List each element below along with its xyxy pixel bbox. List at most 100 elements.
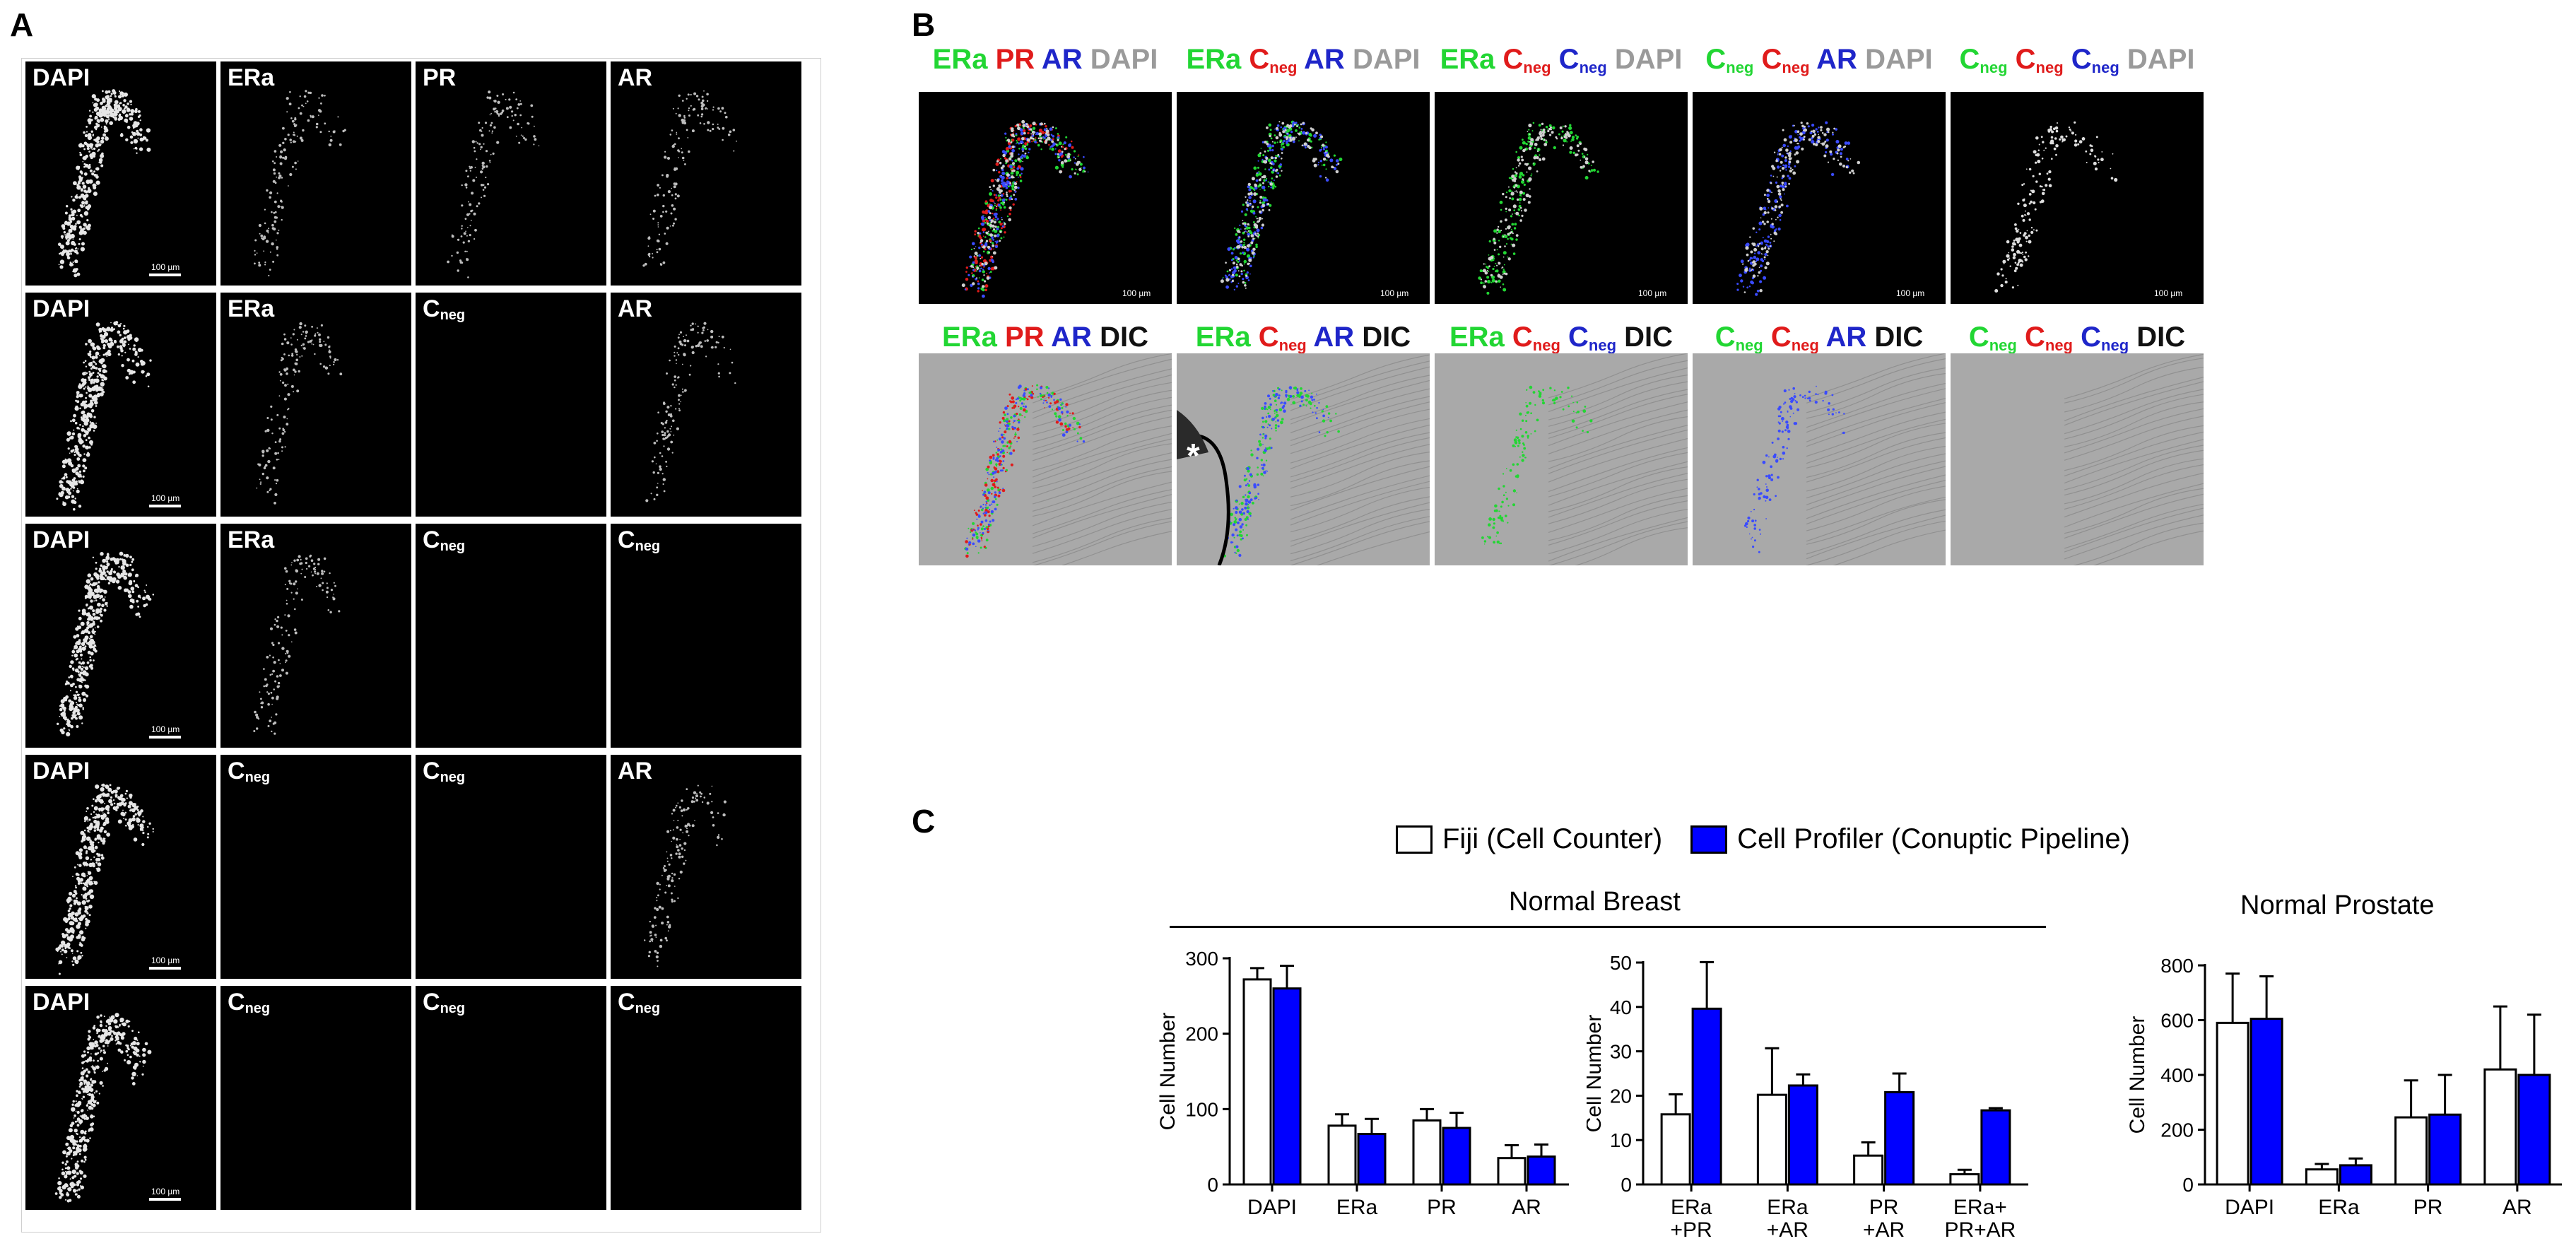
cell-dot <box>661 174 664 177</box>
cell-dot <box>145 375 148 377</box>
cell-dot <box>64 473 68 476</box>
cell-dot <box>1062 146 1064 148</box>
cell-dot <box>107 1020 110 1023</box>
cell-dot <box>1003 437 1006 440</box>
cell-dot <box>142 136 146 139</box>
cell-dot <box>982 490 983 492</box>
cell-dot <box>492 152 495 155</box>
cell-dot <box>1280 126 1282 129</box>
cell-dot <box>989 212 992 215</box>
cell-dot <box>674 197 677 200</box>
channel-label: PR <box>995 44 1035 75</box>
cell-dot <box>990 510 994 514</box>
cell-dot <box>113 112 117 116</box>
cell-dot <box>980 241 982 243</box>
cell-dot <box>671 194 674 196</box>
cell-dot <box>1010 152 1014 155</box>
cell-dot <box>1274 185 1277 188</box>
cell-dot <box>463 232 466 235</box>
cell-dot <box>108 98 112 102</box>
cell-dot <box>259 233 261 235</box>
cell-dot <box>977 287 980 290</box>
cell-dot <box>76 220 81 225</box>
cell-dot <box>680 809 683 812</box>
cell-signal <box>644 784 727 967</box>
cell-dot <box>672 836 676 840</box>
cell-dot <box>90 443 93 446</box>
cell-dot <box>71 213 74 217</box>
cell-dot <box>1013 414 1016 418</box>
cell-dot <box>332 130 336 134</box>
cell-dot <box>694 820 695 821</box>
cell-dot <box>1042 402 1045 404</box>
cell-dot <box>1071 146 1074 149</box>
cell-dot <box>994 245 998 249</box>
cell-dot <box>66 681 70 685</box>
cell-dot <box>1065 430 1069 434</box>
cell-dot <box>987 216 992 220</box>
cell-dot <box>152 828 154 830</box>
cell-dot <box>137 824 139 826</box>
cell-dot <box>695 345 698 348</box>
cell-dot <box>131 1030 134 1032</box>
cell-dot <box>272 180 276 183</box>
cell-dot <box>1008 165 1013 169</box>
cell-dot <box>329 349 330 351</box>
cell-dot <box>1262 420 1264 423</box>
cell-dot <box>1266 142 1269 146</box>
cell-dot <box>460 235 463 237</box>
merged-fluorescence-image: 100 µm <box>1177 92 1430 304</box>
cell-dot <box>1019 399 1022 402</box>
cell-dot <box>324 343 327 346</box>
cell-dot <box>1011 170 1013 172</box>
cell-dot <box>126 113 128 115</box>
cell-dot <box>686 334 687 336</box>
cell-dot <box>1278 133 1283 137</box>
cell-dot <box>58 963 59 965</box>
cell-dot <box>281 177 283 179</box>
cell-dot <box>697 114 700 117</box>
cell-dot <box>115 806 117 809</box>
cell-dot <box>96 1032 98 1035</box>
cell-dot <box>100 552 104 556</box>
cell-dot <box>979 265 981 267</box>
cell-dot <box>988 230 989 233</box>
cell-dot <box>1255 216 1257 218</box>
cell-dot <box>109 121 113 125</box>
cell-dot <box>81 666 83 668</box>
cell-dot <box>78 168 80 170</box>
cell-dot <box>1035 137 1037 139</box>
cell-dot <box>87 133 92 137</box>
cell-dot <box>78 678 83 682</box>
cell-dot <box>271 242 274 246</box>
cell-dot <box>128 343 129 346</box>
cell-dot <box>715 341 718 343</box>
cell-dot <box>274 493 278 496</box>
cell-dot <box>1261 185 1266 189</box>
cell-dot <box>73 274 78 278</box>
cell-dot <box>657 240 660 242</box>
cell-dot <box>1252 237 1255 240</box>
cell-dot <box>678 151 681 153</box>
cell-dot <box>656 897 658 899</box>
cell-dot <box>655 936 657 939</box>
cell-dot <box>293 582 296 586</box>
cell-dot <box>681 148 683 150</box>
cell-dot <box>1259 199 1261 201</box>
cell-dot <box>105 90 109 94</box>
cell-dot <box>1235 552 1237 554</box>
cell-dot <box>69 452 71 454</box>
cell-dot <box>69 1182 74 1187</box>
cell-dot <box>278 659 280 661</box>
cell-dot <box>327 372 330 375</box>
cell-dot <box>81 384 85 387</box>
cell-dot <box>58 960 63 965</box>
cell-dot <box>276 192 278 194</box>
cell-dot <box>1011 175 1014 179</box>
cell-dot <box>1249 258 1252 261</box>
cell-dot <box>710 329 714 334</box>
cell-dot <box>1252 257 1255 259</box>
cell-dot <box>290 564 293 566</box>
cell-dot <box>136 129 139 133</box>
cell-dot <box>709 792 712 795</box>
